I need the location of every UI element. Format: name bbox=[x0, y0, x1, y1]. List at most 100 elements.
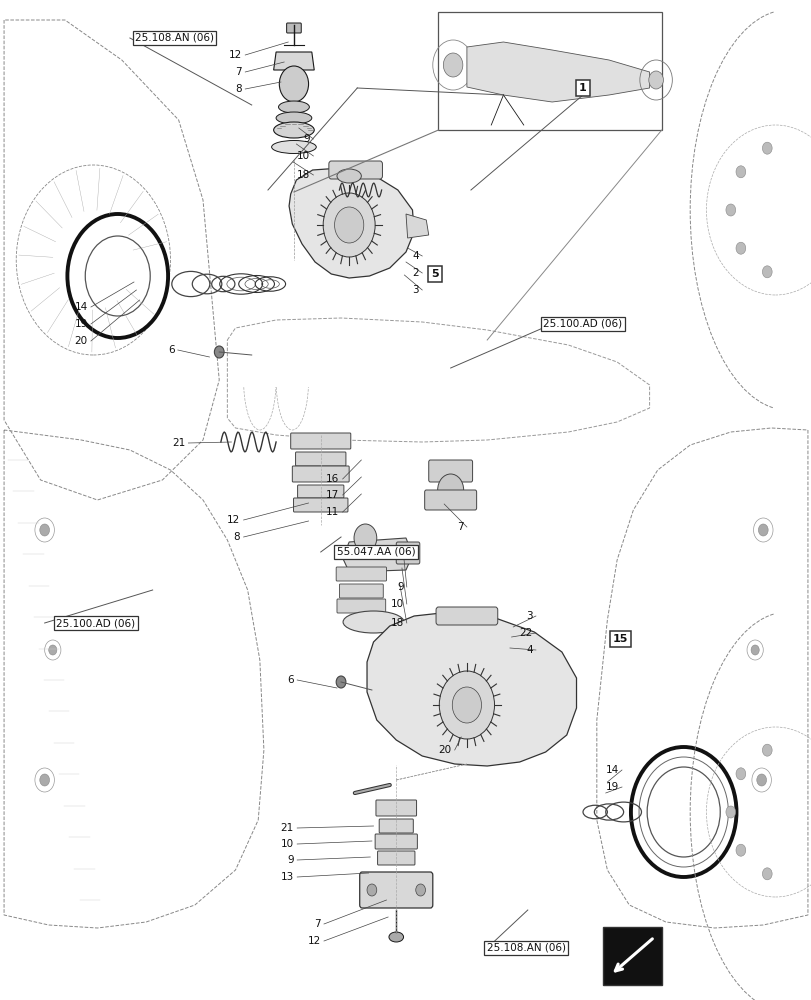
Ellipse shape bbox=[342, 611, 404, 633]
FancyBboxPatch shape bbox=[396, 542, 419, 564]
Text: 9: 9 bbox=[303, 134, 310, 144]
Circle shape bbox=[336, 676, 345, 688]
FancyBboxPatch shape bbox=[286, 23, 301, 33]
FancyBboxPatch shape bbox=[428, 460, 472, 482]
Circle shape bbox=[279, 66, 308, 102]
Text: 20: 20 bbox=[438, 745, 451, 755]
Ellipse shape bbox=[271, 140, 315, 153]
Text: 25.108.AN (06): 25.108.AN (06) bbox=[135, 33, 214, 43]
Circle shape bbox=[439, 671, 494, 739]
Circle shape bbox=[40, 774, 49, 786]
FancyBboxPatch shape bbox=[436, 607, 497, 625]
Text: 6: 6 bbox=[168, 345, 174, 355]
Ellipse shape bbox=[453, 608, 479, 622]
Text: 2: 2 bbox=[412, 268, 418, 278]
Text: 3: 3 bbox=[526, 611, 532, 621]
Text: 9: 9 bbox=[397, 582, 403, 592]
Circle shape bbox=[735, 166, 744, 178]
Text: 25.100.AD (06): 25.100.AD (06) bbox=[56, 618, 135, 628]
Polygon shape bbox=[289, 168, 414, 278]
Text: 12: 12 bbox=[307, 936, 320, 946]
Text: 7: 7 bbox=[457, 522, 463, 532]
Text: 18: 18 bbox=[297, 170, 310, 180]
Polygon shape bbox=[273, 52, 314, 70]
Ellipse shape bbox=[273, 122, 314, 138]
Text: 15: 15 bbox=[612, 634, 627, 644]
FancyBboxPatch shape bbox=[424, 490, 476, 510]
Text: 12: 12 bbox=[229, 50, 242, 60]
Text: 14: 14 bbox=[605, 765, 618, 775]
FancyBboxPatch shape bbox=[339, 584, 383, 598]
Text: 25.108.AN (06): 25.108.AN (06) bbox=[486, 943, 565, 953]
Text: 22: 22 bbox=[519, 628, 532, 638]
Text: 11: 11 bbox=[326, 507, 339, 517]
Circle shape bbox=[757, 524, 767, 536]
Polygon shape bbox=[342, 538, 412, 572]
Text: 8: 8 bbox=[234, 532, 240, 542]
Circle shape bbox=[735, 242, 744, 254]
Text: 5: 5 bbox=[431, 269, 439, 279]
Text: 7: 7 bbox=[235, 67, 242, 77]
Circle shape bbox=[762, 142, 771, 154]
Circle shape bbox=[443, 53, 462, 77]
Circle shape bbox=[415, 884, 425, 896]
Text: 16: 16 bbox=[326, 474, 339, 484]
FancyBboxPatch shape bbox=[337, 599, 385, 613]
FancyBboxPatch shape bbox=[379, 819, 413, 833]
Text: 9: 9 bbox=[287, 855, 294, 865]
Polygon shape bbox=[406, 214, 428, 238]
Text: 14: 14 bbox=[75, 302, 88, 312]
Circle shape bbox=[367, 884, 376, 896]
FancyBboxPatch shape bbox=[292, 466, 349, 482]
Circle shape bbox=[762, 744, 771, 756]
Circle shape bbox=[49, 645, 57, 655]
Text: 10: 10 bbox=[390, 599, 403, 609]
Text: 4: 4 bbox=[412, 251, 418, 261]
FancyBboxPatch shape bbox=[603, 927, 661, 985]
Circle shape bbox=[323, 193, 375, 257]
Text: 19: 19 bbox=[605, 782, 618, 792]
Circle shape bbox=[725, 806, 735, 818]
Text: 55.047.AA (06): 55.047.AA (06) bbox=[337, 547, 414, 557]
FancyBboxPatch shape bbox=[290, 433, 350, 449]
Text: 10: 10 bbox=[297, 151, 310, 161]
FancyBboxPatch shape bbox=[297, 485, 343, 498]
Text: 12: 12 bbox=[227, 515, 240, 525]
Ellipse shape bbox=[388, 932, 403, 942]
Text: 3: 3 bbox=[412, 285, 418, 295]
Circle shape bbox=[354, 524, 376, 552]
Circle shape bbox=[437, 474, 463, 506]
FancyBboxPatch shape bbox=[375, 800, 416, 816]
FancyBboxPatch shape bbox=[336, 567, 386, 581]
Circle shape bbox=[735, 768, 744, 780]
Text: 20: 20 bbox=[75, 336, 88, 346]
Circle shape bbox=[334, 207, 363, 243]
Circle shape bbox=[756, 774, 766, 786]
Ellipse shape bbox=[276, 112, 311, 124]
FancyBboxPatch shape bbox=[375, 834, 417, 849]
Circle shape bbox=[452, 687, 481, 723]
Text: 6: 6 bbox=[287, 675, 294, 685]
Text: 21: 21 bbox=[281, 823, 294, 833]
Text: 8: 8 bbox=[235, 84, 242, 94]
Circle shape bbox=[762, 868, 771, 880]
Text: 1: 1 bbox=[578, 83, 586, 93]
Text: 18: 18 bbox=[390, 618, 403, 628]
Circle shape bbox=[214, 346, 224, 358]
Polygon shape bbox=[367, 612, 576, 766]
Circle shape bbox=[750, 645, 758, 655]
Text: 25.100.AD (06): 25.100.AD (06) bbox=[543, 319, 622, 329]
Text: 13: 13 bbox=[281, 872, 294, 882]
Circle shape bbox=[735, 844, 744, 856]
Circle shape bbox=[762, 266, 771, 278]
Circle shape bbox=[40, 524, 49, 536]
Text: 19: 19 bbox=[75, 319, 88, 329]
Text: 21: 21 bbox=[172, 438, 185, 448]
Text: 7: 7 bbox=[314, 919, 320, 929]
FancyBboxPatch shape bbox=[377, 851, 414, 865]
Text: 17: 17 bbox=[326, 490, 339, 500]
FancyBboxPatch shape bbox=[294, 498, 347, 512]
Polygon shape bbox=[466, 42, 649, 102]
Text: 10: 10 bbox=[281, 839, 294, 849]
FancyBboxPatch shape bbox=[359, 872, 432, 908]
